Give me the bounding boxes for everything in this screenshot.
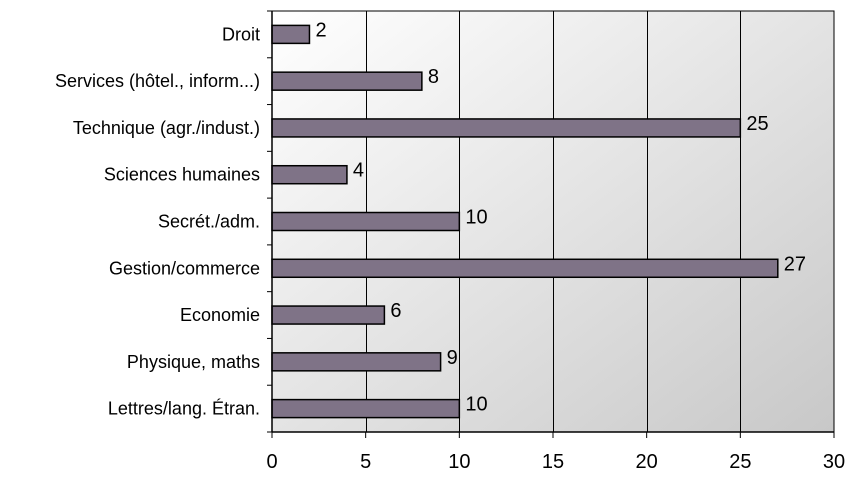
category-label: Technique (agr./indust.) (73, 118, 260, 138)
data-labels: 2 8 25 4 10 27 6 9 10 (315, 19, 806, 415)
category-label: Droit (222, 24, 260, 44)
category-label: Economie (180, 305, 260, 325)
data-label: 10 (465, 394, 487, 416)
x-tick-label: 10 (448, 451, 470, 473)
category-label: Gestion/commerce (109, 258, 260, 278)
data-label: 6 (390, 300, 401, 322)
data-label: 10 (465, 207, 487, 229)
bar (271, 71, 423, 91)
bar (271, 118, 742, 138)
category-label: Lettres/lang. Étran. (108, 399, 260, 419)
x-tick-label: 0 (266, 451, 277, 473)
bar (271, 211, 461, 232)
bars (271, 24, 779, 419)
category-labels: Droit Services (hôtel., inform...) Techniq… (55, 24, 260, 418)
data-label: 4 (353, 160, 364, 182)
bar (271, 258, 779, 279)
bar (271, 164, 348, 185)
category-label: Services (hôtel., inform...) (55, 71, 260, 91)
category-label: Physique, maths (127, 352, 260, 372)
data-label: 8 (428, 66, 439, 88)
x-tick-label: 25 (729, 451, 751, 473)
data-label: 25 (746, 113, 768, 135)
category-label: Sciences humaines (104, 165, 260, 185)
x-axis: 0 5 10 15 20 25 30 (266, 10, 845, 473)
bar (271, 398, 461, 419)
x-tick-label: 30 (823, 451, 845, 473)
data-label: 9 (447, 347, 458, 369)
x-tick-label: 15 (542, 451, 564, 473)
bar (271, 352, 442, 372)
data-label: 27 (784, 253, 806, 275)
x-tick-label: 5 (360, 451, 371, 473)
bar (271, 24, 311, 45)
data-label: 2 (315, 19, 326, 41)
category-label: Secrét./adm. (158, 212, 260, 232)
x-tick-label: 20 (636, 451, 658, 473)
bar (271, 305, 386, 325)
